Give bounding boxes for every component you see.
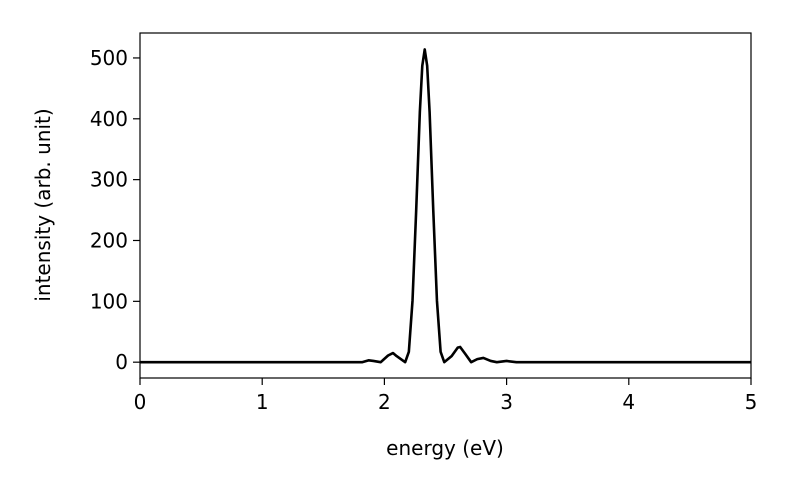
y-tick-label: 200 [90,228,128,252]
y-tick-label: 500 [90,46,128,70]
plot-frame [139,32,752,379]
x-tick-label: 2 [378,390,391,414]
x-tick-label: 3 [500,390,513,414]
y-tick-label: 400 [90,107,128,131]
x-tick-label: 1 [256,390,269,414]
y-axis-label: intensity (arb. unit) [31,108,55,301]
x-axis-label: energy (eV) [386,436,504,460]
x-tick-label: 0 [134,390,147,414]
x-tick-label: 5 [745,390,758,414]
x-tick-label: 4 [622,390,635,414]
line [140,48,751,364]
y-tick-label: 300 [90,168,128,192]
y-tick-label: 100 [90,289,128,313]
y-tick-label: 0 [115,350,128,374]
